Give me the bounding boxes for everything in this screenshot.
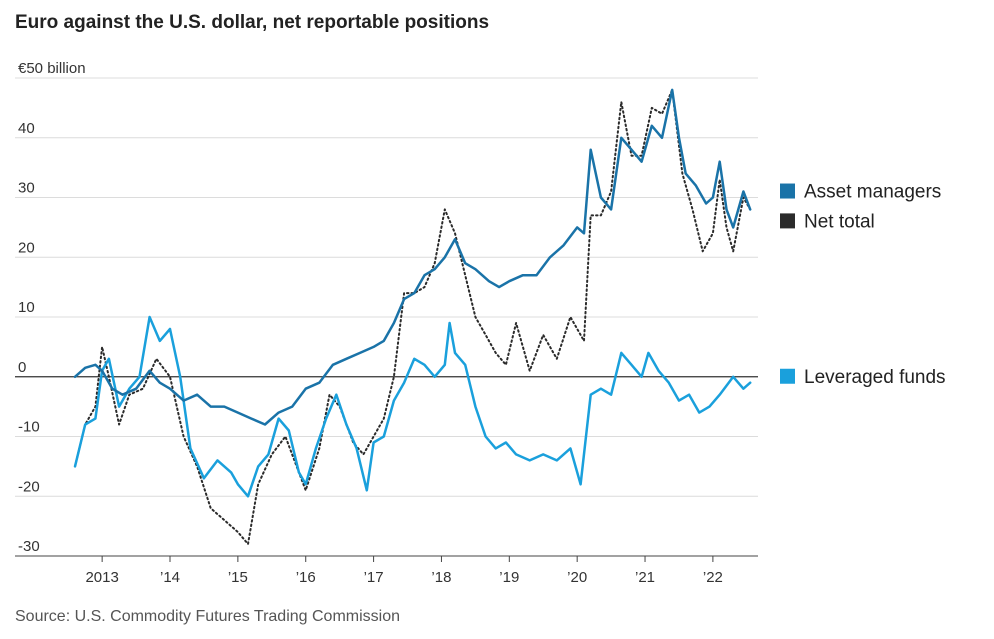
y-tick-label: 10	[18, 299, 35, 316]
y-tick-label: 0	[18, 359, 26, 376]
x-tick-label: ’19	[499, 569, 519, 586]
legend-label-leveraged-funds: Leveraged funds	[804, 367, 946, 388]
series-line-leveraged-funds	[73, 315, 752, 498]
y-tick-label: -10	[18, 419, 40, 436]
grid-lines	[15, 77, 758, 557]
legend-swatch-leveraged-funds	[780, 368, 795, 384]
series-line-net-total	[74, 88, 752, 545]
chart-title: Euro against the U.S. dollar, net report…	[15, 12, 490, 33]
x-tick-label: ’18	[431, 569, 451, 586]
y-tick-label: 40	[18, 120, 35, 137]
series-lines	[73, 88, 752, 545]
y-axis-ticks: €50 billion 40 30 20 10 0 -10 -20 -30	[18, 60, 86, 555]
series-line-asset-managers	[73, 88, 752, 426]
x-tick-label: ’20	[567, 569, 587, 586]
x-tick-label: ’22	[703, 569, 723, 586]
y-tick-label: 30	[18, 180, 35, 197]
y-tick-label: €50 billion	[18, 60, 86, 77]
x-tick-label: ’15	[228, 569, 248, 586]
y-tick-label: 20	[18, 239, 35, 256]
x-tick-label: 2013	[85, 569, 118, 586]
legend-label-asset-managers: Asset managers	[804, 182, 941, 203]
x-tick-label: ’21	[635, 569, 655, 586]
x-tick-label: ’17	[364, 569, 384, 586]
source-note: Source: U.S. Commodity Futures Trading C…	[15, 608, 401, 625]
legend-swatch-net-total	[780, 213, 795, 229]
legend-swatch-asset-managers	[780, 183, 795, 199]
x-axis: 2013 ’14 ’15 ’16 ’17 ’18 ’19 ’20 ’21 ’22	[15, 555, 758, 586]
y-tick-label: -20	[18, 478, 40, 495]
legend-label-net-total: Net total	[804, 211, 875, 232]
line-chart: €50 billion 40 30 20 10 0 -10 -20 -30 2013 ’14 ’15…	[15, 60, 946, 586]
legend: Asset managers Net total Leveraged funds	[780, 182, 946, 388]
y-tick-label: -30	[18, 538, 40, 555]
x-tick-label: ’14	[160, 569, 180, 586]
x-tick-label: ’16	[296, 569, 316, 586]
